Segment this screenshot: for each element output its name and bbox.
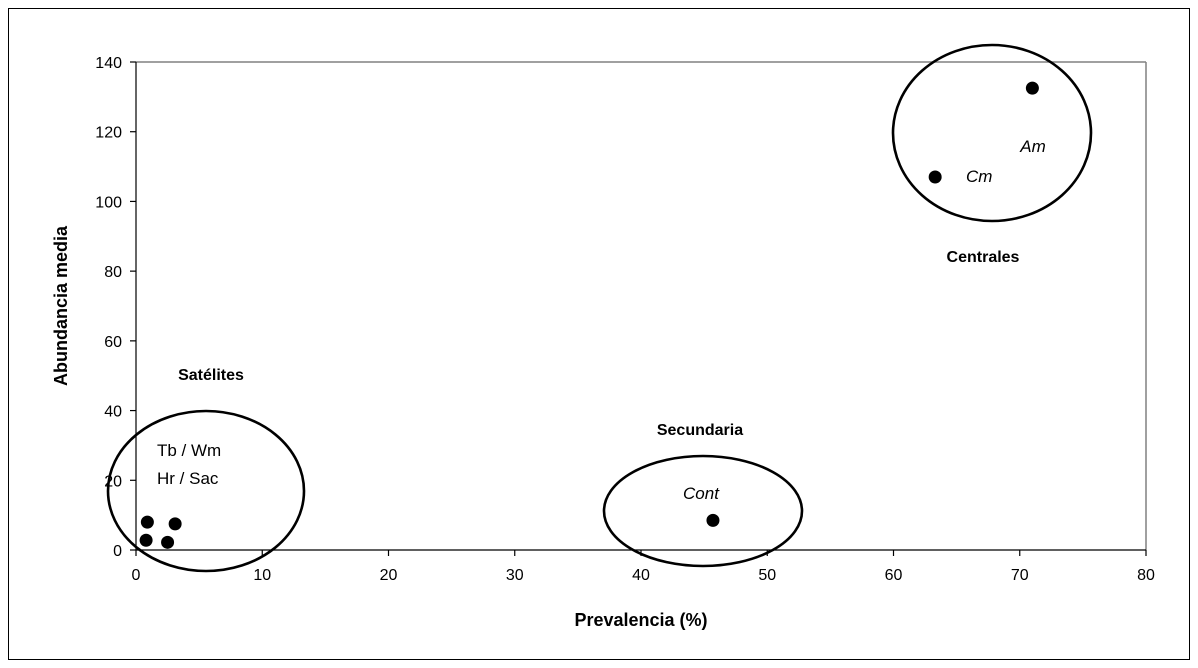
data-points [139, 81, 1039, 549]
y-axis-title: Abundancia media [51, 225, 71, 386]
point-label-am: Am [1019, 137, 1046, 156]
x-tick-label: 20 [380, 567, 398, 584]
data-point [168, 517, 182, 531]
y-tick-label: 0 [113, 543, 122, 560]
y-tick-label: 120 [95, 125, 122, 142]
point-label-cm: Cm [966, 167, 992, 186]
x-tick-label: 50 [758, 567, 776, 584]
centrales-ellipse [891, 43, 1093, 223]
x-tick-label: 0 [132, 567, 141, 584]
satelites-label: Satélites [178, 367, 244, 384]
satellite-label-hr-sac: Hr / Sac [157, 469, 219, 488]
x-tick-label: 40 [632, 567, 650, 584]
x-axis-title: Prevalencia (%) [574, 610, 707, 630]
y-tick-label: 140 [95, 55, 122, 72]
data-point [139, 533, 153, 547]
y-tick-label: 60 [104, 334, 122, 351]
x-tick-label: 30 [506, 567, 524, 584]
y-tick-label: 100 [95, 194, 122, 211]
centrales-label: Centrales [947, 249, 1020, 266]
y-tick-label: 40 [104, 404, 122, 421]
data-point [1025, 81, 1039, 95]
y-tick-label: 80 [104, 264, 122, 281]
x-ticks: 0 10 20 30 40 50 60 70 80 [132, 550, 1155, 584]
secundaria-ellipse [602, 454, 804, 568]
satelites-ellipse [106, 409, 306, 573]
data-point [140, 515, 154, 529]
x-tick-label: 80 [1137, 567, 1155, 584]
x-tick-label: 70 [1011, 567, 1029, 584]
satellite-label-tb-wm: Tb / Wm [157, 441, 221, 460]
secundaria-label: Secundaria [657, 422, 743, 439]
data-point [706, 513, 720, 527]
x-tick-label: 60 [885, 567, 903, 584]
data-point [928, 170, 942, 184]
x-tick-label: 10 [253, 567, 271, 584]
data-point [161, 535, 175, 549]
chart-frame [8, 8, 1190, 660]
point-label-cont: Cont [683, 484, 720, 503]
